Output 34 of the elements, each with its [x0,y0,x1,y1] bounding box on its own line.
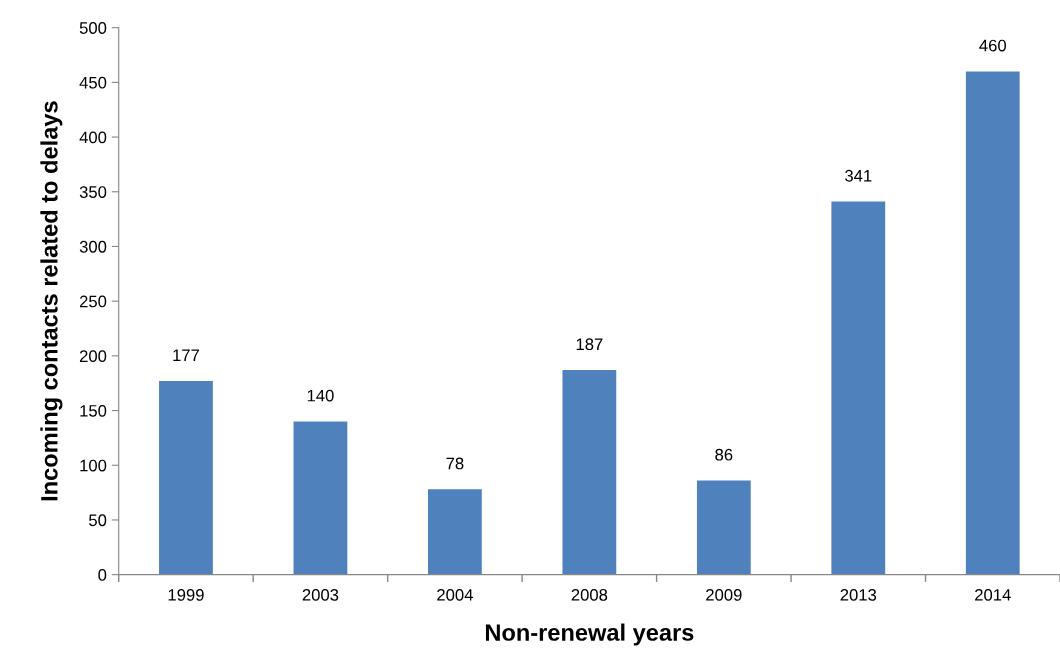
data-label: 187 [576,338,603,351]
y-tick-label: 0 [98,569,107,581]
bar [696,480,751,575]
y-tick-label: 100 [80,459,107,472]
bar [562,370,617,575]
bar [428,489,482,575]
data-label: 78 [446,457,464,470]
x-tick-label: 2004 [437,588,473,601]
x-tick-label: 2009 [706,588,742,601]
y-tick-label: 400 [79,131,107,144]
y-tick-label: 450 [79,76,107,89]
x-axis-title: Non-renewal years [485,623,694,646]
data-label: 86 [715,448,733,461]
data-label: 177 [173,349,200,361]
x-tick-label: 2013 [840,588,877,601]
y-tick-label: 50 [89,514,107,527]
x-tick-label: 2003 [302,588,339,601]
data-label: 341 [845,169,872,182]
data-label: 460 [979,39,1007,52]
y-tick-label: 200 [79,350,107,363]
y-tick-label: 500 [79,22,107,34]
x-tick-label: 2008 [571,588,608,601]
bar [965,71,1020,575]
data-label: 140 [307,389,334,402]
bar [831,201,886,575]
y-tick-label: 250 [79,295,107,308]
y-axis-title: Incoming contacts related to delays [40,101,63,501]
y-tick-label: 350 [79,186,107,198]
y-tick-label: 300 [79,240,107,253]
x-tick-label: 1999 [168,588,204,601]
bar [293,421,348,575]
bar [159,381,213,575]
y-tick-label: 150 [80,404,107,417]
x-tick-label: 2014 [975,588,1011,601]
